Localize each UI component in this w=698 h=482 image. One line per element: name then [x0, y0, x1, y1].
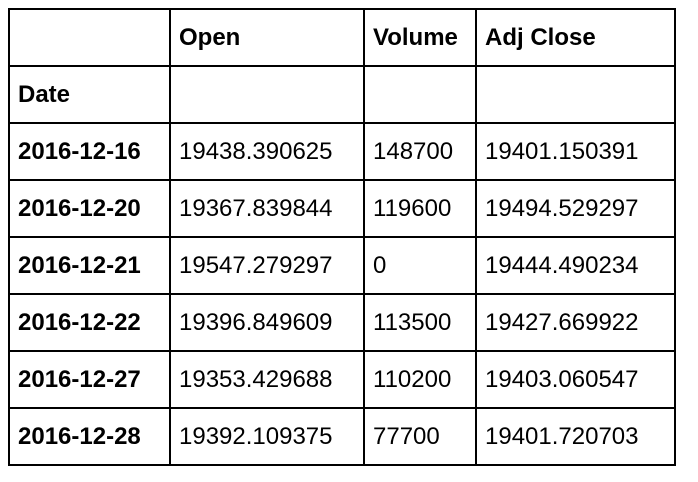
cell-open: 19438.390625	[169, 122, 365, 181]
cell-open: 19367.839844	[169, 179, 365, 238]
column-header-row: Open Volume Adj Close	[8, 8, 676, 67]
cell-open: 19396.849609	[169, 293, 365, 352]
index-name-empty-cell	[363, 65, 477, 124]
index-name-row: Date	[8, 65, 676, 124]
row-date: 2016-12-27	[8, 350, 171, 409]
row-date: 2016-12-28	[8, 407, 171, 466]
table-row: 2016-12-16 19438.390625 148700 19401.150…	[8, 122, 676, 181]
cell-adj-close: 19401.150391	[475, 122, 676, 181]
cell-adj-close: 19444.490234	[475, 236, 676, 295]
cell-open: 19547.279297	[169, 236, 365, 295]
cell-open: 19353.429688	[169, 350, 365, 409]
row-date: 2016-12-16	[8, 122, 171, 181]
table-row: 2016-12-20 19367.839844 119600 19494.529…	[8, 179, 676, 238]
table-row: 2016-12-21 19547.279297 0 19444.490234	[8, 236, 676, 295]
index-name-date: Date	[8, 65, 171, 124]
index-header-corner	[8, 8, 171, 67]
row-date: 2016-12-22	[8, 293, 171, 352]
cell-volume: 0	[363, 236, 477, 295]
table-row: 2016-12-22 19396.849609 113500 19427.669…	[8, 293, 676, 352]
cell-open: 19392.109375	[169, 407, 365, 466]
column-header-open: Open	[169, 8, 365, 67]
row-date: 2016-12-21	[8, 236, 171, 295]
dataframe-table: Open Volume Adj Close Date 2016-12-16 19…	[8, 8, 676, 466]
index-name-empty-cell	[475, 65, 676, 124]
table-row: 2016-12-28 19392.109375 77700 19401.7207…	[8, 407, 676, 466]
cell-volume: 148700	[363, 122, 477, 181]
cell-volume: 119600	[363, 179, 477, 238]
column-header-volume: Volume	[363, 8, 477, 67]
cell-volume: 113500	[363, 293, 477, 352]
column-header-adj-close: Adj Close	[475, 8, 676, 67]
cell-adj-close: 19427.669922	[475, 293, 676, 352]
row-date: 2016-12-20	[8, 179, 171, 238]
cell-adj-close: 19401.720703	[475, 407, 676, 466]
index-name-empty-cell	[169, 65, 365, 124]
table-row: 2016-12-27 19353.429688 110200 19403.060…	[8, 350, 676, 409]
cell-volume: 77700	[363, 407, 477, 466]
dataframe-container: Open Volume Adj Close Date 2016-12-16 19…	[8, 8, 676, 466]
cell-adj-close: 19403.060547	[475, 350, 676, 409]
cell-volume: 110200	[363, 350, 477, 409]
cell-adj-close: 19494.529297	[475, 179, 676, 238]
